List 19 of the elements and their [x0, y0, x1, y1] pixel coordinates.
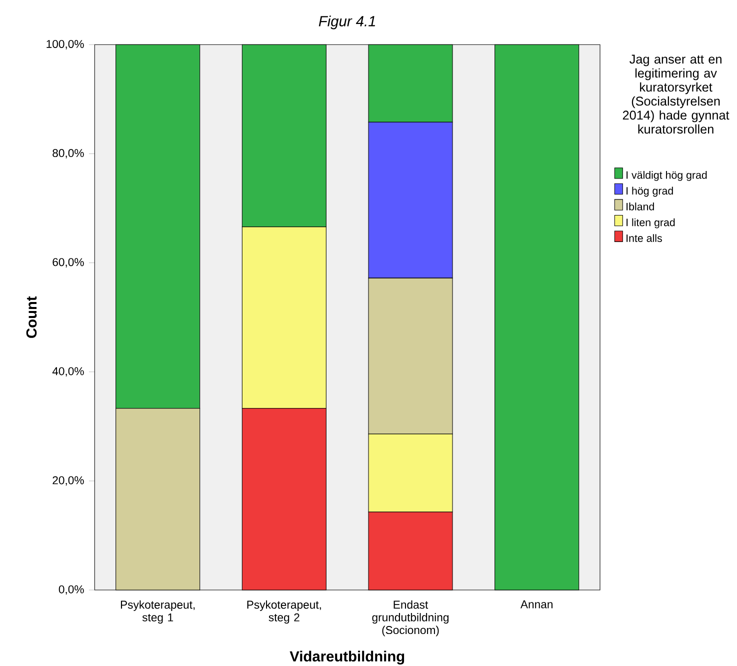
legend-label: Inte alls [626, 234, 662, 242]
y-tick-label: 60,0% [52, 258, 84, 268]
x-tick-label: Annan [520, 600, 552, 608]
y-tick-label: 40,0% [52, 367, 84, 377]
x-tick-label: Endast grundutbildning (Socionom) [372, 600, 449, 636]
x-tick-label: Psykoterapeut, steg 1 [120, 600, 195, 624]
y-tick-label: 20,0% [52, 476, 84, 486]
legend-label: I väldigt hög grad [626, 170, 707, 181]
y-tick-label: 80,0% [52, 149, 84, 158]
y-axis-title: Count [26, 296, 37, 338]
y-tick-label: 100,0% [46, 40, 84, 50]
chart-title: Figur 4.1 [318, 16, 376, 30]
legend-label: Ibland [626, 202, 654, 210]
legend-title: Jag anser att en legitimering av kuratorsyrket (Socialstyrelsen 2014) hade gynnat kuratorsrollen [622, 54, 730, 134]
x-axis-title: Vidareutbildning [290, 650, 404, 665]
y-tick-label: 0,0% [58, 585, 84, 595]
legend-label: I hög grad [626, 186, 673, 197]
legend-label: I liten grad [626, 218, 675, 228]
x-tick-label: Psykoterapeut, steg 2 [247, 600, 321, 624]
